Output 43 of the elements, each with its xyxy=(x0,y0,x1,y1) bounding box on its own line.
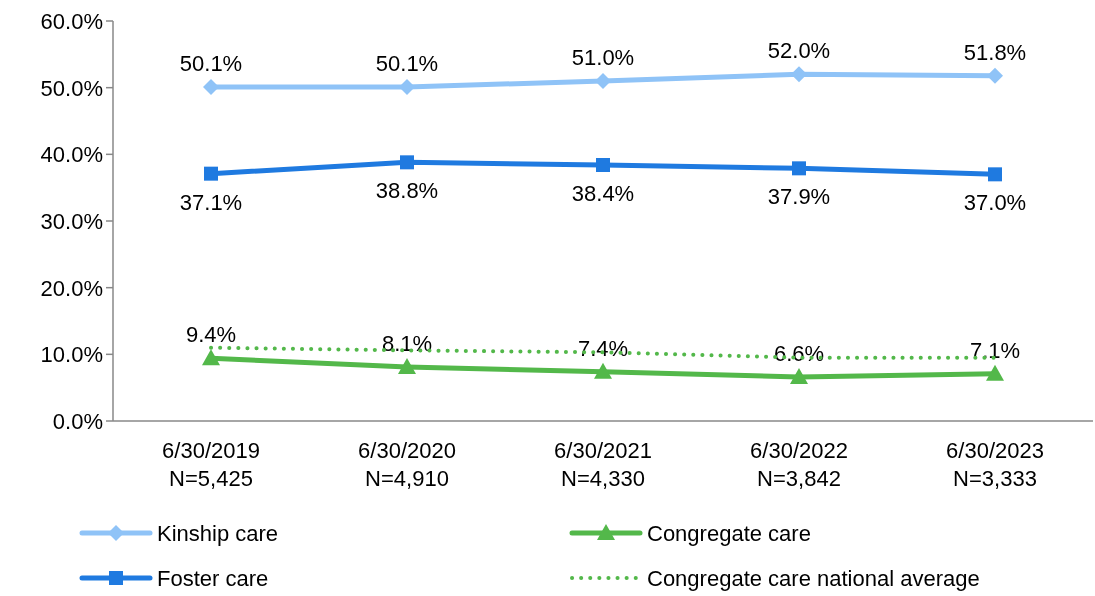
legend-label: Congregate care xyxy=(647,521,811,546)
data-label: 37.0% xyxy=(963,190,1027,216)
point xyxy=(399,79,415,95)
data-label: 38.4% xyxy=(571,181,635,206)
x-tick-label: 6/30/2021 N=4,330 xyxy=(554,438,652,491)
legend-label: Kinship care xyxy=(157,521,279,546)
data-label: 51.8% xyxy=(963,39,1027,65)
data-label: 50.1% xyxy=(375,51,439,76)
legend-label: Foster care xyxy=(157,566,269,591)
point xyxy=(792,161,806,176)
data-label: 37.9% xyxy=(767,184,831,210)
y-tick-label: 60.0% xyxy=(40,9,103,34)
y-tick-label: 10.0% xyxy=(40,342,103,368)
data-label: 51.0% xyxy=(571,45,635,70)
x-tick-label: 6/30/2022 N=3,842 xyxy=(750,438,848,491)
point xyxy=(202,349,220,366)
y-tick-label: 50.0% xyxy=(40,75,103,101)
legend-label: Congregate care national average xyxy=(647,566,980,591)
y-tick-label: 20.0% xyxy=(40,275,103,301)
data-label: 9.4% xyxy=(185,322,237,348)
point xyxy=(790,368,808,384)
x-tick-label: 6/30/2020 N=4,910 xyxy=(358,438,456,491)
data-label: 50.1% xyxy=(179,51,243,76)
point xyxy=(791,66,807,83)
point xyxy=(594,362,612,379)
point xyxy=(203,79,219,95)
point xyxy=(400,155,414,170)
data-label: 52.0% xyxy=(767,38,831,64)
point xyxy=(987,67,1003,84)
point xyxy=(596,158,610,172)
data-label: 8.1% xyxy=(381,331,433,356)
x-tick-label: 6/30/2023 N=3,333 xyxy=(946,438,1044,491)
point xyxy=(204,166,218,181)
x-tick-label: 6/30/2019 N=5,425 xyxy=(162,438,260,491)
data-label: 38.8% xyxy=(375,178,439,204)
point xyxy=(988,167,1002,182)
y-tick-label: 30.0% xyxy=(40,209,103,234)
point xyxy=(595,73,611,89)
y-tick-label: 40.0% xyxy=(40,142,103,168)
point xyxy=(986,364,1004,381)
point xyxy=(398,358,416,374)
data-label: 37.1% xyxy=(179,189,243,215)
y-tick-label: 0.0% xyxy=(52,409,103,434)
